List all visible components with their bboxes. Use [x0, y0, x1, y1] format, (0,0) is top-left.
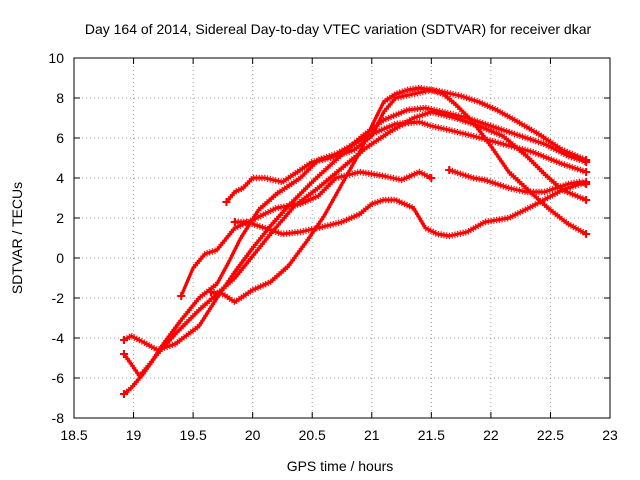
series-sat-f: [222, 86, 591, 206]
series-line: [122, 120, 588, 378]
y-tick-label: 4: [56, 170, 64, 186]
x-tick-label: 22: [483, 427, 499, 443]
x-tick-labels: 18.5 19 19.5 20 20.5 21 21.5 22 22.5 23: [60, 427, 618, 443]
data-point-marker: [206, 288, 215, 296]
y-tick-label: -6: [52, 370, 65, 386]
series-line: [122, 106, 588, 352]
x-tick-label: 21.5: [418, 427, 445, 443]
data-point-marker: [582, 168, 591, 176]
series-line: [179, 170, 433, 298]
series-marks-bottom: [210, 89, 587, 306]
x-tick-label: 18.5: [60, 427, 87, 443]
series-marks-top: [123, 108, 587, 393]
data-point-marker: [582, 156, 591, 164]
chart-title: Day 164 of 2014, Sidereal Day-to-day VTE…: [85, 21, 592, 37]
data-point-marker: [445, 166, 454, 174]
x-tick-label: 19: [126, 427, 142, 443]
series-sat-b: [120, 118, 591, 380]
series-line: [224, 88, 588, 204]
plot-frame: [73, 57, 611, 419]
series-marks-bottom: [180, 173, 432, 299]
x-tick-label: 23: [602, 427, 618, 443]
series-line: [447, 168, 588, 194]
series-sat-a: [120, 104, 591, 354]
x-axis-label: GPS time / hours: [287, 458, 394, 474]
y-tick-labels: -8 -6 -4 -2 0 2 4 6 8 10: [48, 50, 64, 426]
grid: [74, 58, 610, 418]
series-sat-h: [445, 166, 591, 196]
data-point-marker: [222, 198, 231, 206]
x-tick-label: 21: [364, 427, 380, 443]
y-tick-label: 2: [56, 210, 64, 226]
series-marks-bottom: [448, 171, 587, 196]
series-sat-c: [120, 108, 591, 398]
data-point-marker: [120, 350, 129, 358]
x-tick-label: 20: [245, 427, 261, 443]
y-tick-label: 0: [56, 250, 64, 266]
x-tick-label: 22.5: [537, 427, 564, 443]
series-line: [233, 180, 588, 238]
y-tick-label: 10: [48, 50, 64, 66]
axis-ticks: [73, 57, 611, 419]
data-point-marker: [120, 390, 129, 398]
series-group: [120, 84, 591, 398]
series-sat-d: [177, 168, 436, 300]
series-marks-top: [180, 168, 432, 294]
y-tick-label: -8: [52, 410, 65, 426]
y-axis-label: SDTVAR / TECUs: [9, 182, 25, 294]
series-marks-top: [123, 104, 587, 349]
data-point-marker: [230, 218, 239, 226]
data-point-marker: [582, 230, 591, 238]
data-point-marker: [582, 196, 591, 204]
series-marks-top: [225, 86, 587, 200]
data-point-marker: [582, 180, 591, 188]
series-marks-bottom: [123, 113, 587, 398]
y-tick-label: 8: [56, 90, 64, 106]
series-sat-e: [206, 84, 591, 306]
x-tick-label: 19.5: [179, 427, 206, 443]
series-marks-top: [448, 166, 587, 191]
series-line: [122, 110, 588, 396]
data-point-marker: [427, 174, 436, 182]
series-line: [209, 86, 588, 304]
y-tick-label: -4: [52, 330, 65, 346]
data-point-marker: [120, 336, 129, 344]
series-marks-bottom: [123, 109, 587, 354]
data-point-marker: [177, 292, 186, 300]
series-marks-top: [210, 84, 587, 301]
x-tick-label: 20.5: [299, 427, 326, 443]
y-tick-label: -2: [52, 290, 65, 306]
series-marks-bottom: [225, 91, 587, 205]
y-tick-label: 6: [56, 130, 64, 146]
